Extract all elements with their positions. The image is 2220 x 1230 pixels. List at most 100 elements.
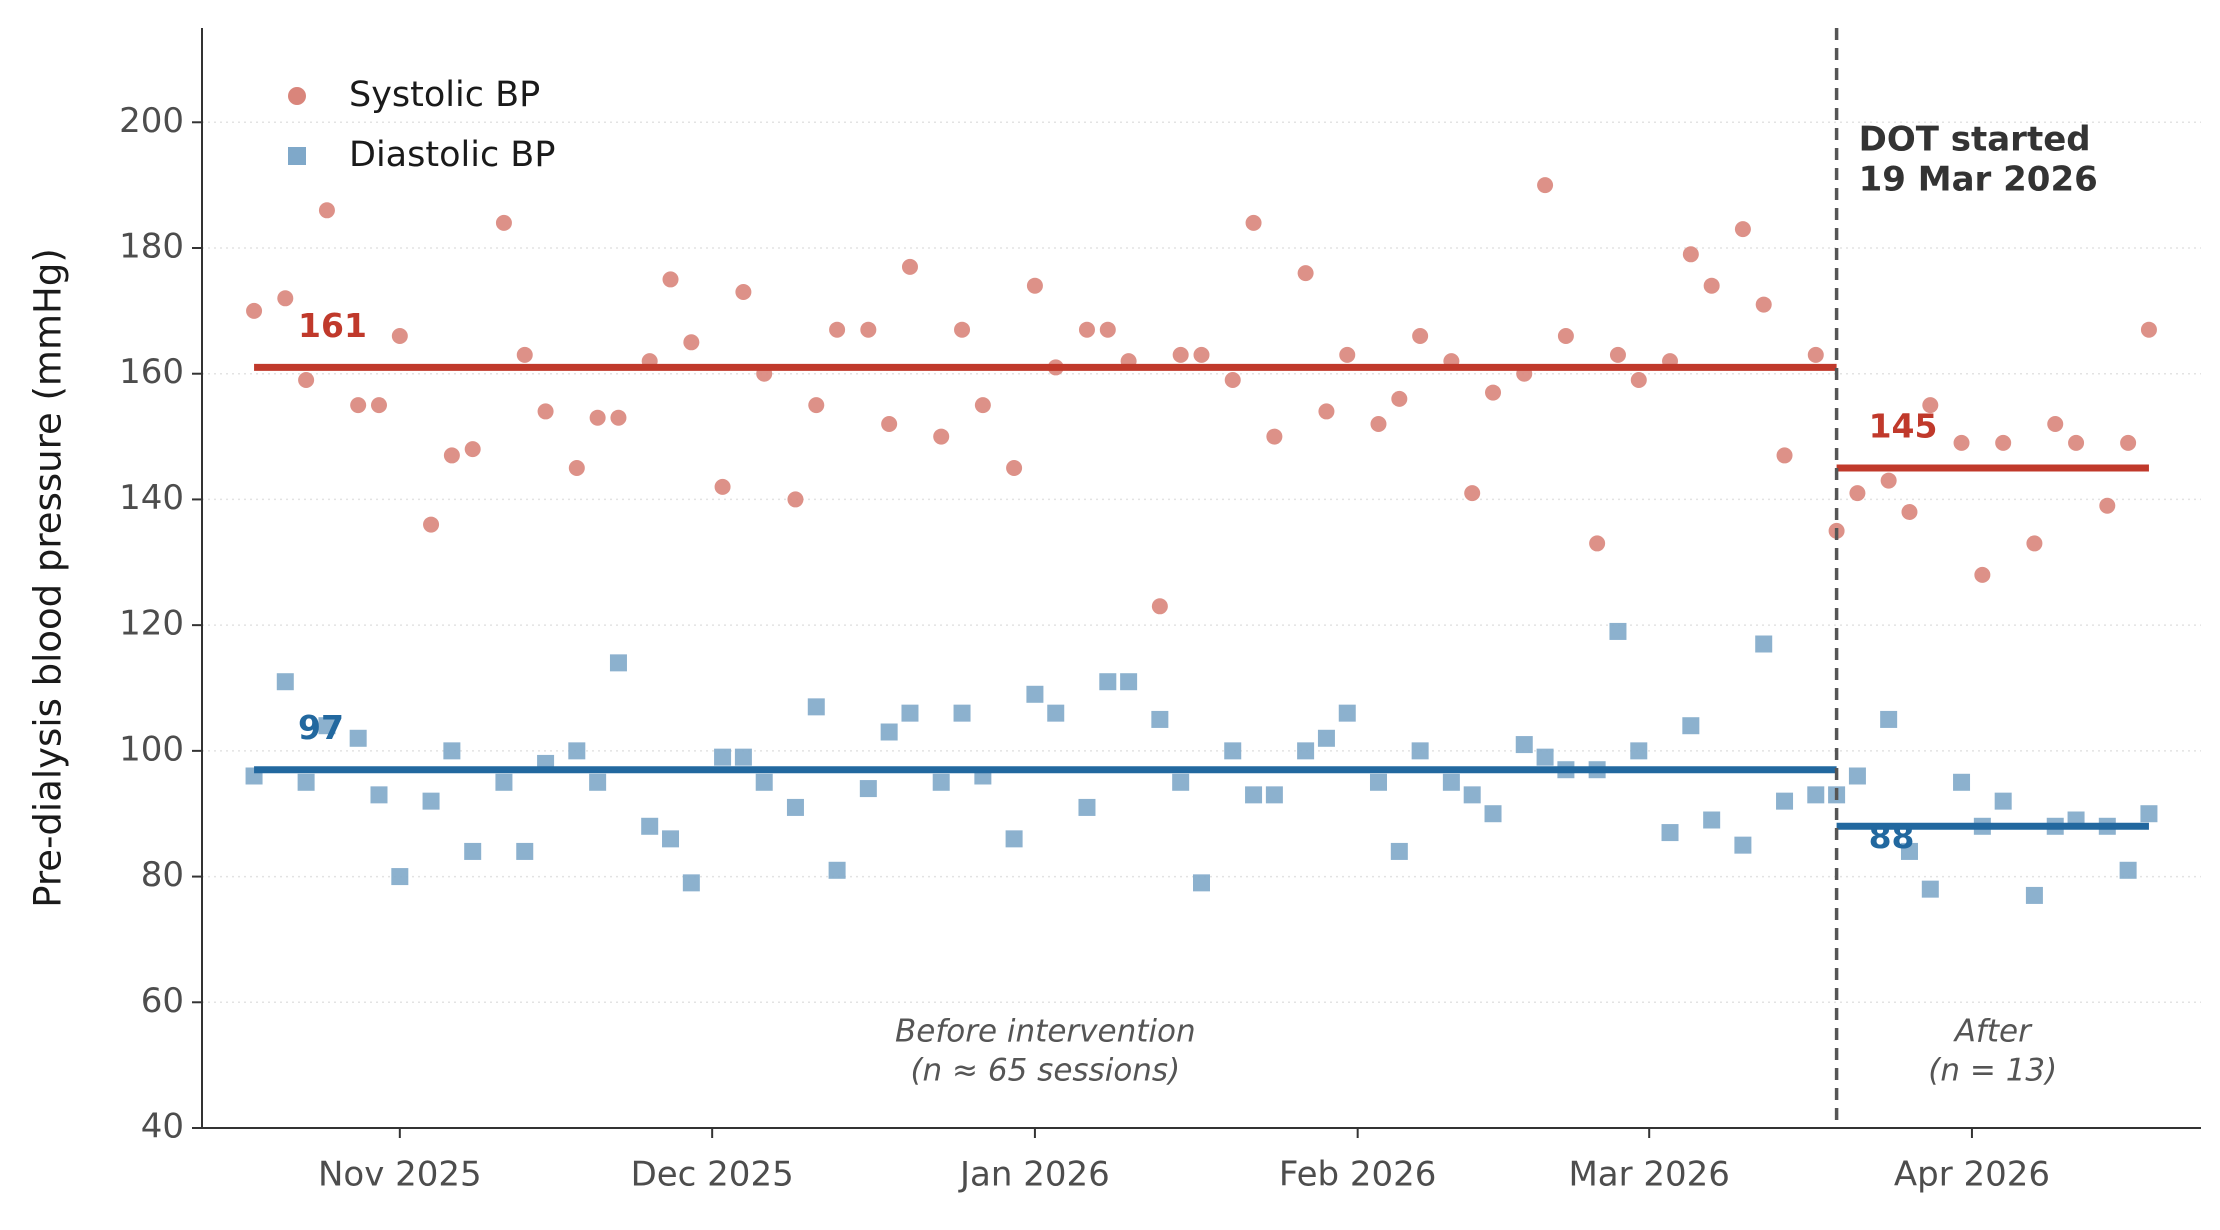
point (1318, 403, 1335, 420)
point (246, 302, 263, 319)
mean-label: 161 (298, 306, 367, 345)
mean-label: 145 (1869, 407, 1938, 446)
point (683, 334, 700, 351)
point (1682, 717, 1700, 735)
point (2119, 861, 2137, 879)
point (610, 409, 627, 426)
legend-label: Systolic BP (349, 75, 540, 115)
point (350, 397, 367, 414)
y-axis-label: Pre-dialysis blood pressure (mmHg) (27, 248, 70, 908)
point (1589, 535, 1606, 552)
point (589, 773, 607, 791)
point (1245, 786, 1263, 804)
point (2068, 434, 2085, 451)
point (1151, 598, 1168, 615)
point (2140, 321, 2157, 338)
point (682, 874, 700, 892)
point (2140, 805, 2158, 823)
intervention-label: 19 Mar 2026 (1859, 160, 2098, 200)
point (1995, 434, 2012, 451)
point (1339, 346, 1356, 363)
point (1193, 346, 1210, 363)
point (1078, 798, 1096, 816)
point (516, 842, 534, 860)
point (932, 773, 950, 791)
point (1515, 736, 1533, 754)
point (662, 271, 679, 288)
point (1391, 390, 1408, 407)
point (318, 202, 335, 219)
point (808, 397, 825, 414)
point (1807, 346, 1824, 363)
x-tick-label: Mar 2026 (1568, 1155, 1729, 1195)
point (391, 328, 408, 344)
point (641, 817, 659, 835)
point (1901, 504, 1918, 520)
point (297, 773, 315, 791)
point (2047, 416, 2064, 432)
point (829, 321, 846, 338)
point (1974, 566, 1991, 583)
y-tick-label: 80 (141, 855, 184, 895)
point (1245, 214, 1262, 231)
point (1734, 836, 1752, 854)
x-tick-label: Apr 2026 (1894, 1155, 2050, 1195)
point (1609, 346, 1626, 363)
point (1099, 321, 1116, 338)
point (1151, 710, 1169, 728)
point (1922, 397, 1939, 414)
point (277, 290, 294, 307)
point (1485, 384, 1502, 401)
point (537, 403, 554, 420)
point (318, 717, 336, 735)
point (1463, 786, 1481, 804)
period-label: After (1953, 1014, 2033, 1050)
point (1609, 622, 1627, 640)
point (1338, 704, 1356, 722)
point (1078, 321, 1095, 338)
legend-label: Diastolic BP (349, 135, 555, 175)
point (974, 397, 991, 414)
point (495, 214, 512, 231)
point (714, 478, 731, 495)
point (422, 792, 440, 810)
point (1266, 428, 1283, 445)
point (662, 830, 680, 848)
point (1026, 277, 1043, 294)
point (1224, 742, 1242, 760)
point (1953, 773, 1971, 791)
point (755, 773, 773, 791)
x-tick-label: Nov 2025 (318, 1155, 482, 1195)
point (1412, 328, 1429, 344)
point (1536, 748, 1554, 766)
point (464, 842, 482, 860)
point (807, 698, 825, 716)
point (349, 729, 367, 747)
point (516, 346, 533, 363)
point (1994, 792, 2012, 810)
point (464, 441, 481, 458)
x-tick-label: Dec 2025 (631, 1155, 794, 1195)
point (1006, 460, 1023, 476)
point (734, 748, 752, 766)
point (1703, 277, 1720, 294)
point (786, 798, 804, 816)
point (1755, 296, 1772, 313)
point (1921, 880, 1939, 898)
point (1005, 830, 1023, 848)
point (901, 704, 919, 722)
point (1557, 328, 1574, 344)
point (1047, 704, 1065, 722)
x-tick-label: Feb 2026 (1279, 1155, 1437, 1195)
point (609, 654, 627, 672)
point (933, 428, 950, 445)
period-label: (n ≈ 65 sessions) (910, 1053, 1180, 1089)
point (370, 786, 388, 804)
point (1369, 773, 1387, 791)
point (2099, 497, 2116, 514)
point (859, 780, 877, 798)
y-tick-label: 120 (119, 604, 184, 644)
point (787, 491, 804, 508)
y-tick-label: 180 (119, 227, 184, 267)
